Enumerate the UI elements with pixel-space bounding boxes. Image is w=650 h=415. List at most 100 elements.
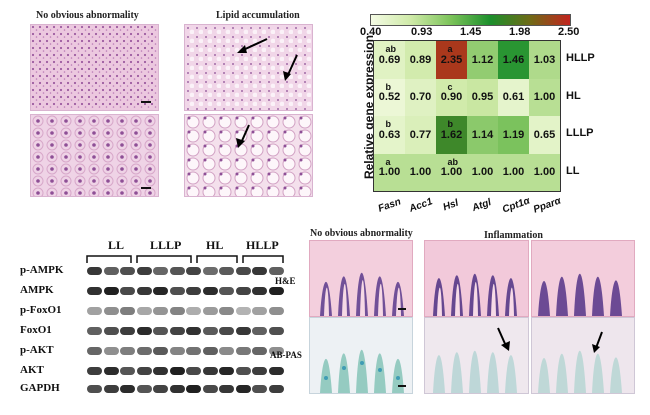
wb-band — [103, 347, 119, 355]
wb-band-row — [85, 344, 285, 358]
colon-he-inflamed-a — [424, 240, 529, 317]
heatmap-significance-letter: ab — [447, 156, 459, 167]
wb-band — [153, 307, 168, 315]
wb-label-ampk: AMPK — [20, 284, 54, 296]
wb-band — [120, 327, 135, 335]
wb-band — [153, 267, 168, 275]
heatmap-cell: 1.00 — [374, 153, 405, 191]
wb-band — [219, 367, 234, 375]
heatmap-cell: 1.00 — [529, 153, 560, 191]
wb-group-hl: HL — [206, 238, 224, 252]
heatmap-cell: 0.70 — [405, 78, 436, 116]
wb-label-akt: AKT — [20, 364, 44, 376]
wb-band — [169, 267, 185, 275]
colorbar-tick-2: 1.45 — [460, 26, 482, 38]
wb-band — [252, 385, 267, 393]
wb-band — [252, 287, 267, 295]
wb-band — [235, 347, 251, 355]
colon-title-inflammation: Inflammation — [484, 230, 543, 241]
heatmap-cell: 0.61 — [498, 78, 529, 116]
wb-band — [169, 385, 185, 393]
wb-label-p-akt: p-AKT — [20, 344, 54, 356]
heatmap-significance-letter: b — [385, 81, 392, 92]
wb-band — [103, 367, 119, 375]
liver-title-normal: No obvious abnormality — [36, 10, 139, 21]
group-label-hl: HL — [566, 90, 581, 102]
wb-band — [219, 347, 234, 355]
wb-band — [186, 267, 201, 275]
liver-title-lipid: Lipid accumulation — [216, 10, 300, 21]
wb-label-p-ampk: p-AMPK — [20, 264, 64, 276]
wb-band-row — [85, 284, 285, 298]
colorbar-tick-4: 2.50 — [558, 26, 580, 38]
heatmap-significance-letter: c — [447, 81, 453, 92]
wb-band-row — [85, 324, 285, 338]
wb-band — [87, 385, 102, 393]
wb-label-p-foxo1: p-FoxO1 — [20, 304, 62, 316]
wb-band — [202, 347, 218, 355]
wb-band-row — [85, 382, 285, 396]
wb-band — [186, 287, 201, 295]
liver-image-normal-low — [30, 24, 159, 111]
wb-band — [153, 385, 168, 393]
heatmap-cell: 0.90 — [436, 78, 467, 116]
wb-band — [186, 307, 201, 315]
heatmap-significance-letter: ab — [385, 44, 397, 54]
liver-image-lipid-high — [184, 114, 313, 197]
heatmap-cell: 1.19 — [498, 116, 529, 154]
colorbar-tick-3: 1.98 — [509, 26, 531, 38]
wb-band — [87, 327, 102, 335]
wb-band — [202, 327, 218, 335]
gene-label-acc1: Acc1 — [407, 196, 435, 215]
wb-band — [136, 327, 152, 335]
wb-band — [136, 367, 152, 375]
wb-band — [136, 307, 152, 315]
wb-band — [120, 385, 135, 393]
colon-title-normal: No obvious abnormality — [310, 228, 413, 239]
gene-label-hsl: Hsl — [441, 197, 460, 214]
wb-band-row — [85, 364, 285, 378]
colon-he-inflamed-b — [531, 240, 635, 317]
gene-label-fasn: Fasn — [376, 196, 403, 215]
wb-band — [235, 307, 251, 315]
gene-label-cpt1a: Cpt1α — [500, 195, 532, 216]
wb-band — [235, 267, 251, 275]
wb-band — [136, 347, 152, 355]
wb-band — [87, 307, 102, 315]
heatmap-cell: 1.00 — [405, 153, 436, 191]
wb-label-foxo1: FoxO1 — [20, 324, 52, 336]
heatmap-cell: 0.95 — [467, 78, 498, 116]
heatmap-cell: 1.00 — [436, 153, 467, 191]
wb-band — [169, 367, 185, 375]
wb-group-ll: LL — [108, 238, 125, 252]
heatmap-cell: 0.69 — [374, 41, 405, 79]
wb-band — [219, 307, 234, 315]
wb-band — [103, 327, 119, 335]
wb-band — [202, 385, 218, 393]
wb-band — [153, 347, 168, 355]
wb-band — [219, 287, 234, 295]
wb-band — [235, 367, 251, 375]
wb-band — [169, 347, 185, 355]
heatmap-cell: 1.62 — [436, 116, 467, 154]
wb-band — [202, 267, 218, 275]
wb-band — [136, 287, 152, 295]
colon-abpas-inflamed-b — [531, 317, 635, 394]
wb-band-row — [85, 264, 285, 278]
wb-band — [87, 287, 102, 295]
heatmap-cell: 1.46 — [498, 41, 529, 79]
wb-band — [268, 367, 284, 375]
heatmap-significance-letter: a — [447, 44, 453, 54]
heatmap-cell: 1.00 — [498, 153, 529, 191]
wb-group-brackets — [86, 255, 284, 263]
wb-band — [103, 307, 119, 315]
wb-band — [136, 267, 152, 275]
colon-he-normal — [309, 240, 413, 317]
heatmap-cell: 1.00 — [529, 78, 560, 116]
wb-band — [153, 367, 168, 375]
wb-band — [186, 327, 201, 335]
wb-band — [120, 267, 135, 275]
wb-band — [252, 347, 267, 355]
gene-label-atgl: Atgl — [470, 197, 493, 214]
wb-band — [120, 307, 135, 315]
